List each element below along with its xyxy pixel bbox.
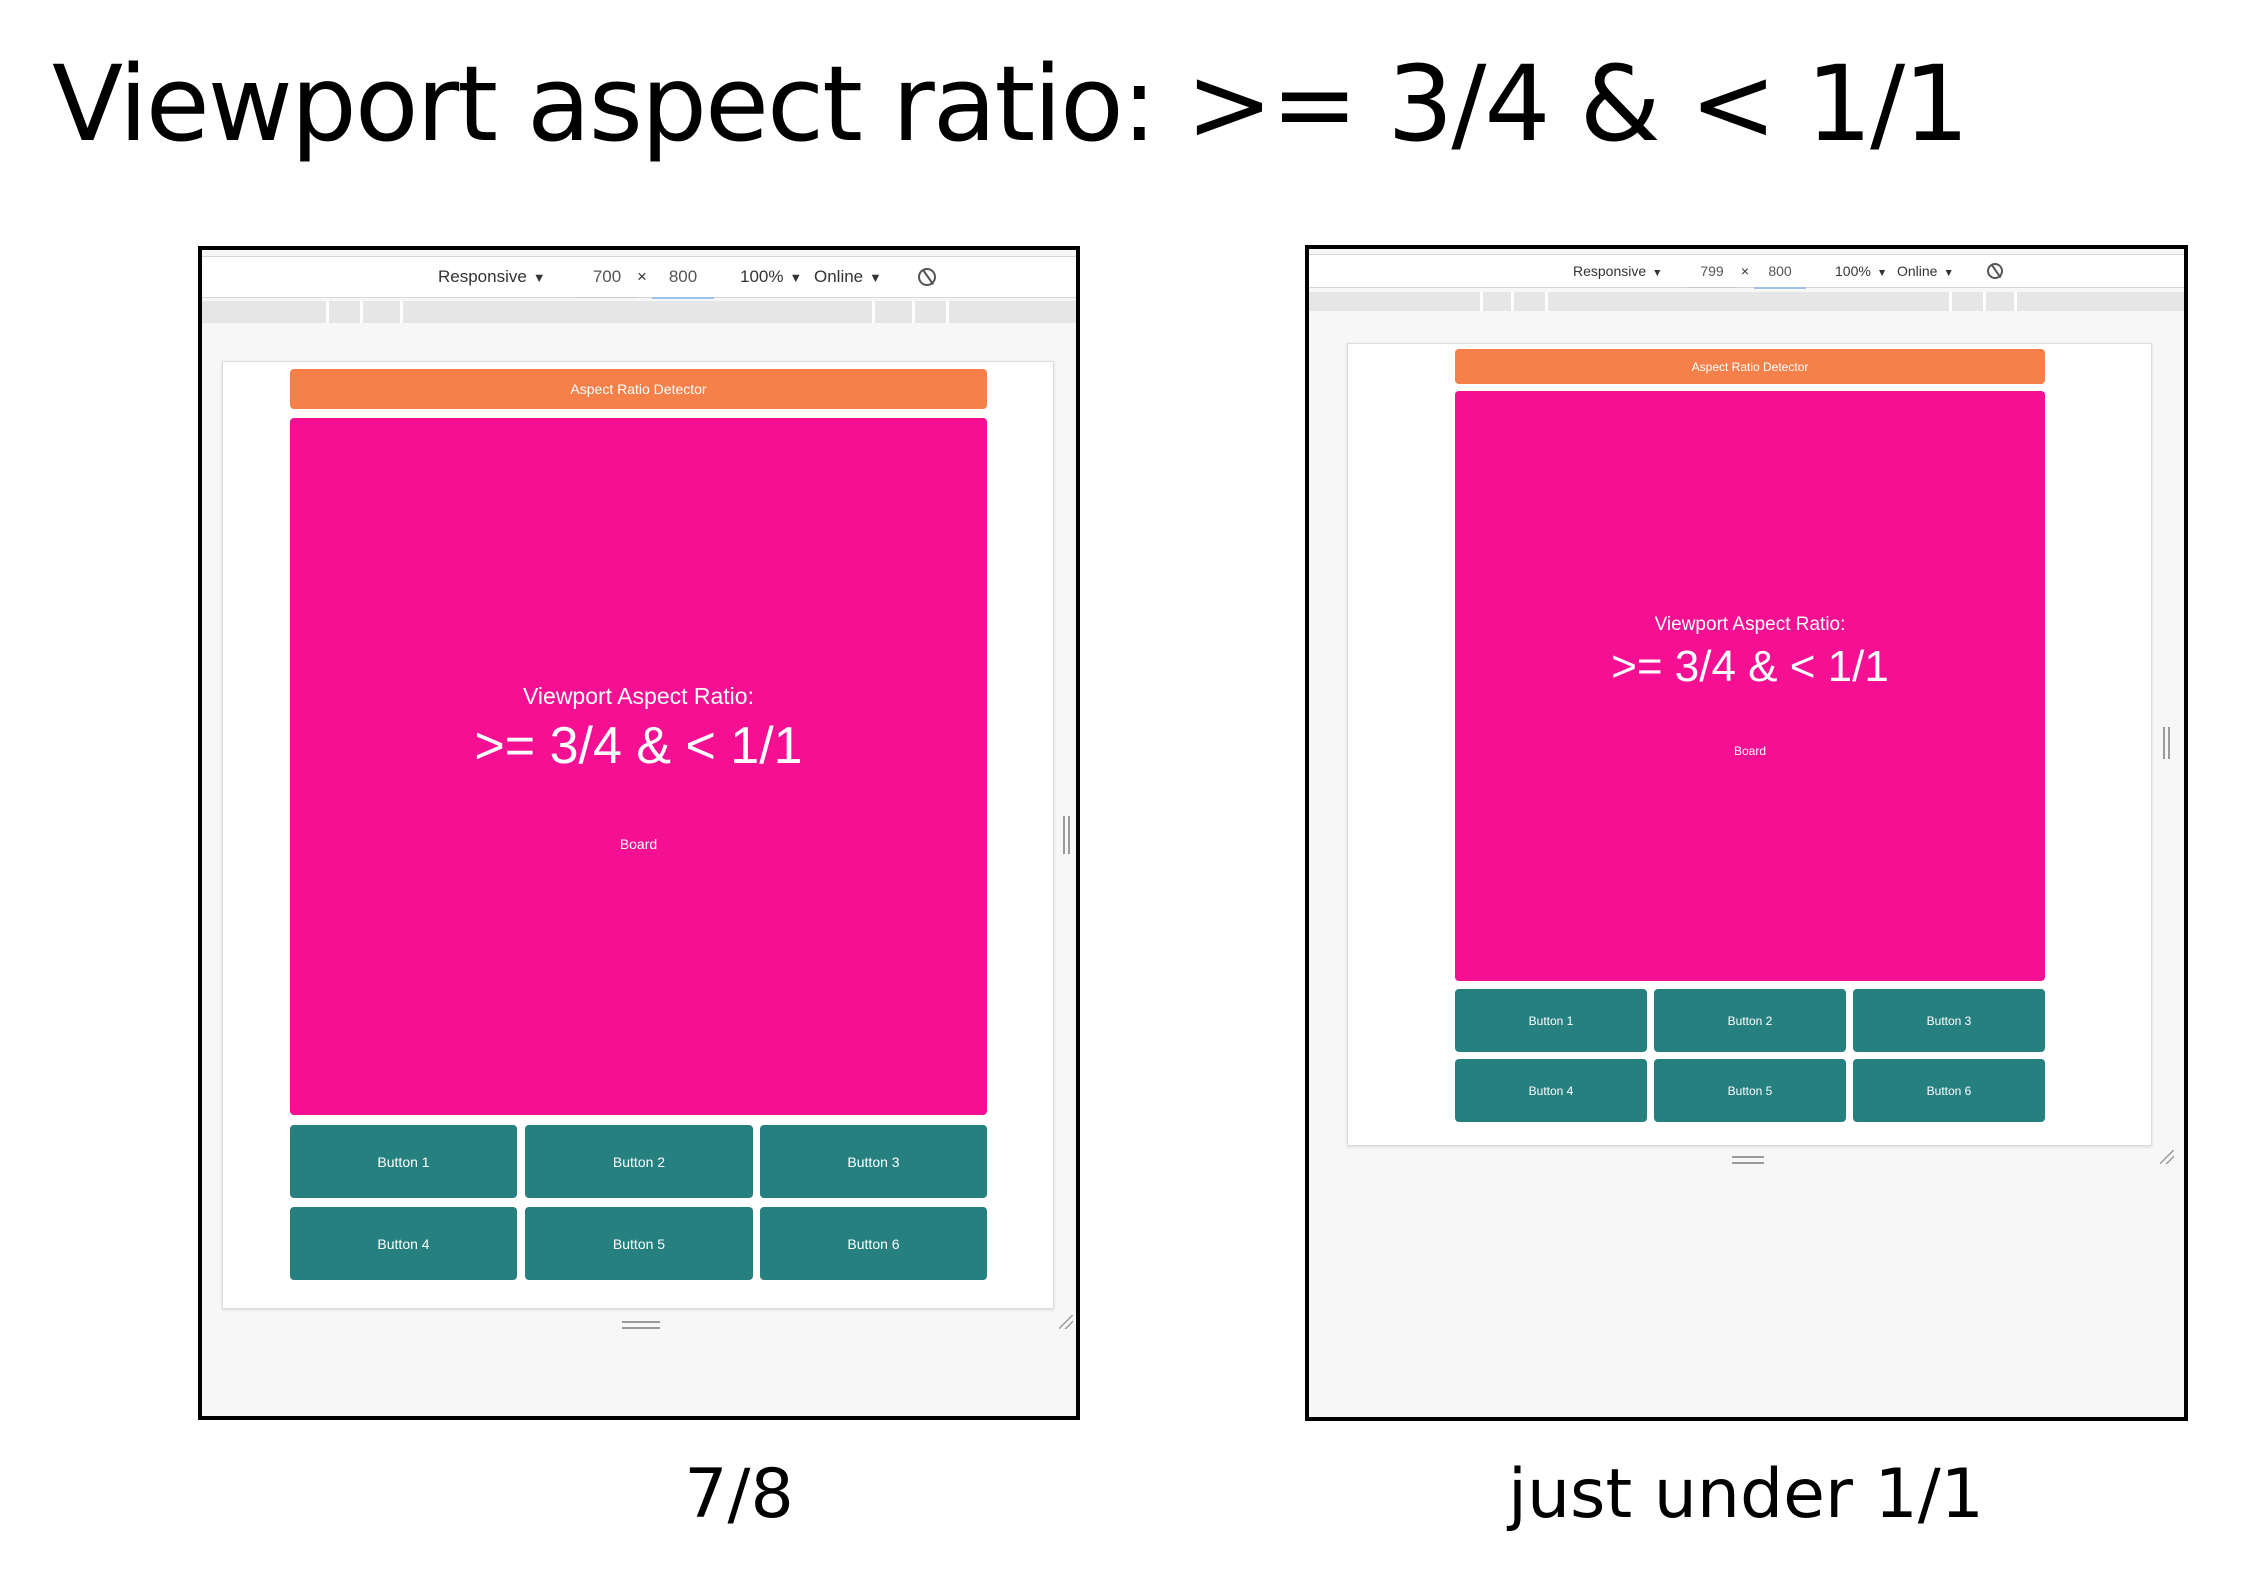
height-input[interactable]: 800 xyxy=(652,257,714,299)
rotate-icon[interactable] xyxy=(918,268,936,286)
width-input[interactable]: 700 xyxy=(577,257,637,298)
dropdown-arrow-icon: ▼ xyxy=(869,270,882,285)
height-input[interactable]: 800 xyxy=(1754,255,1806,289)
button-6[interactable]: Button 6 xyxy=(1853,1059,2045,1122)
corner-resize-handle[interactable] xyxy=(1059,1315,1073,1329)
button-2[interactable]: Button 2 xyxy=(525,1125,753,1198)
button-1[interactable]: Button 1 xyxy=(1455,989,1647,1052)
devtools-device-toolbar: Responsive ▼ 700 × 800 100% ▼ Online ▼ xyxy=(202,256,1076,299)
button-3[interactable]: Button 3 xyxy=(760,1125,987,1198)
devtools-device-toolbar: Responsive ▼ 799 × 800 100% ▼ Online ▼ xyxy=(1309,254,2184,289)
corner-resize-handle[interactable] xyxy=(2160,1150,2174,1164)
dropdown-arrow-icon: ▼ xyxy=(532,270,546,285)
dimension-separator: × xyxy=(1740,263,1750,279)
right-resize-handle[interactable] xyxy=(1063,816,1070,854)
network-throttle-select[interactable]: Online ▼ xyxy=(1897,263,1954,279)
board: Viewport Aspect Ratio: >= 3/4 & < 1/1 Bo… xyxy=(1455,391,2045,981)
network-throttle-select[interactable]: Online ▼ xyxy=(814,267,882,286)
dropdown-arrow-icon: ▼ xyxy=(1652,267,1663,279)
ratio-value: >= 3/4 & < 1/1 xyxy=(1611,642,1889,691)
bottom-resize-handle[interactable] xyxy=(1732,1156,1764,1164)
app-header: Aspect Ratio Detector xyxy=(1455,349,2045,384)
right-resize-handle[interactable] xyxy=(2163,727,2170,759)
button-4[interactable]: Button 4 xyxy=(1455,1059,1647,1122)
button-6[interactable]: Button 6 xyxy=(760,1207,987,1280)
dimension-separator: × xyxy=(637,267,647,286)
button-4[interactable]: Button 4 xyxy=(290,1207,517,1280)
width-input[interactable]: 799 xyxy=(1687,255,1737,288)
zoom-select[interactable]: 100% ▼ xyxy=(1835,263,1888,279)
board-label: Board xyxy=(619,836,658,852)
board-label: Board xyxy=(1733,744,1767,758)
button-3[interactable]: Button 3 xyxy=(1853,989,2045,1052)
device-viewport: Aspect Ratio Detector Viewport Aspect Ra… xyxy=(1347,343,2152,1146)
dropdown-arrow-icon: ▼ xyxy=(789,270,803,285)
ratio-heading: Viewport Aspect Ratio: xyxy=(1654,614,1846,635)
device-select[interactable]: Responsive ▼ xyxy=(438,267,546,286)
app-header: Aspect Ratio Detector xyxy=(290,369,987,409)
rotate-icon[interactable] xyxy=(1987,263,2003,279)
button-2[interactable]: Button 2 xyxy=(1654,989,1846,1052)
button-5[interactable]: Button 5 xyxy=(525,1207,753,1280)
caption-left: 7/8 xyxy=(684,1455,794,1534)
button-5[interactable]: Button 5 xyxy=(1654,1059,1846,1122)
devtools-screenshot-7-8: Responsive ▼ 700 × 800 100% ▼ Online ▼ Aspe… xyxy=(198,246,1080,1420)
ratio-value: >= 3/4 & < 1/1 xyxy=(474,717,803,775)
zoom-select[interactable]: 100% ▼ xyxy=(740,267,803,286)
media-query-ruler[interactable] xyxy=(202,301,1076,323)
button-1[interactable]: Button 1 xyxy=(290,1125,517,1198)
device-viewport: Aspect Ratio Detector Viewport Aspect Ra… xyxy=(222,361,1054,1309)
dropdown-arrow-icon: ▼ xyxy=(1876,267,1888,279)
page-title: Viewport aspect ratio: >= 3/4 & < 1/1 xyxy=(52,43,1969,165)
ratio-heading: Viewport Aspect Ratio: xyxy=(523,683,754,709)
bottom-resize-handle[interactable] xyxy=(622,1321,660,1329)
device-select[interactable]: Responsive ▼ xyxy=(1573,263,1663,279)
dropdown-arrow-icon: ▼ xyxy=(1943,267,1954,279)
devtools-screenshot-just-under-1-1: Responsive ▼ 799 × 800 100% ▼ Online ▼ Aspe… xyxy=(1305,245,2188,1421)
board: Viewport Aspect Ratio: >= 3/4 & < 1/1 Bo… xyxy=(290,418,987,1115)
media-query-ruler[interactable] xyxy=(1309,292,2184,311)
caption-right: just under 1/1 xyxy=(1508,1455,1984,1534)
